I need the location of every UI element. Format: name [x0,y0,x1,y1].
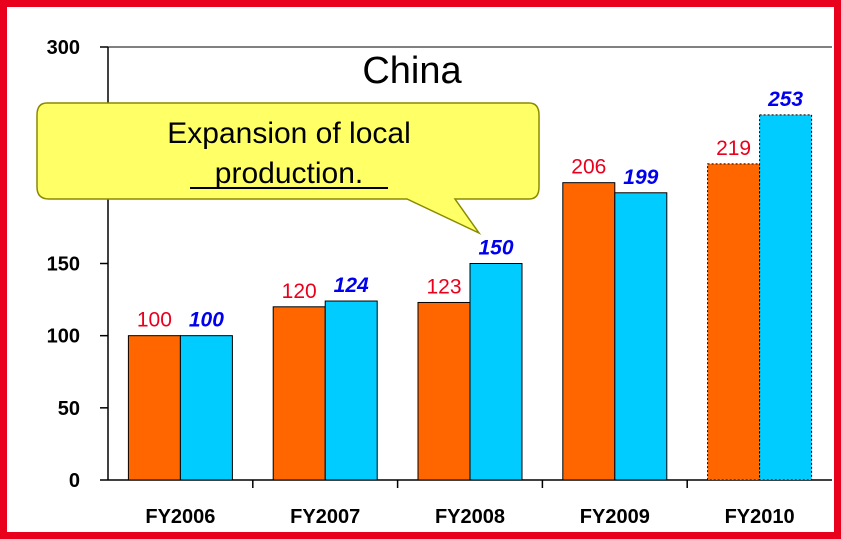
data-label: 199 [623,166,658,189]
x-tick-label: FY2006 [145,506,215,528]
bar [614,192,668,481]
x-tick-label: FY2007 [290,506,360,528]
bar [272,306,326,481]
data-label: 100 [137,309,172,332]
y-tick-label: 50 [58,398,80,420]
chart-data-labels: 100 100 120 124 123 150 206 199 219 253 [137,88,804,332]
bar [179,335,233,481]
callout: Expansion of local production. [36,102,540,235]
bar [562,182,616,481]
y-tick-label: 150 [47,254,80,276]
callout-bubble [36,102,540,235]
x-tick-label: FY2008 [435,506,505,528]
bar [759,114,813,481]
callout-line-2: production. [215,157,363,190]
data-label: 206 [571,156,606,179]
data-label: 120 [282,280,317,303]
y-tick-label: 0 [69,470,80,492]
data-label: 219 [716,137,751,160]
bar [469,263,523,481]
callout-line-1: Expansion of local [167,117,411,150]
data-label: 150 [478,237,513,260]
data-label: 253 [767,88,803,111]
x-tick-label: FY2009 [580,506,650,528]
y-tick-label: 100 [47,326,80,348]
data-label: 124 [334,274,369,297]
x-tick-label: FY2010 [725,506,795,528]
chart-bars [127,114,813,481]
bar-chart: 050100150200300FY2006FY2007FY2008FY2009F… [36,37,832,528]
bar [324,300,378,481]
data-label: 100 [189,309,224,332]
bar [417,301,471,481]
bar [707,163,761,481]
y-tick-label: 300 [47,37,80,59]
bar [127,335,181,481]
chart-title: China [362,50,462,92]
data-label: 123 [426,275,461,298]
